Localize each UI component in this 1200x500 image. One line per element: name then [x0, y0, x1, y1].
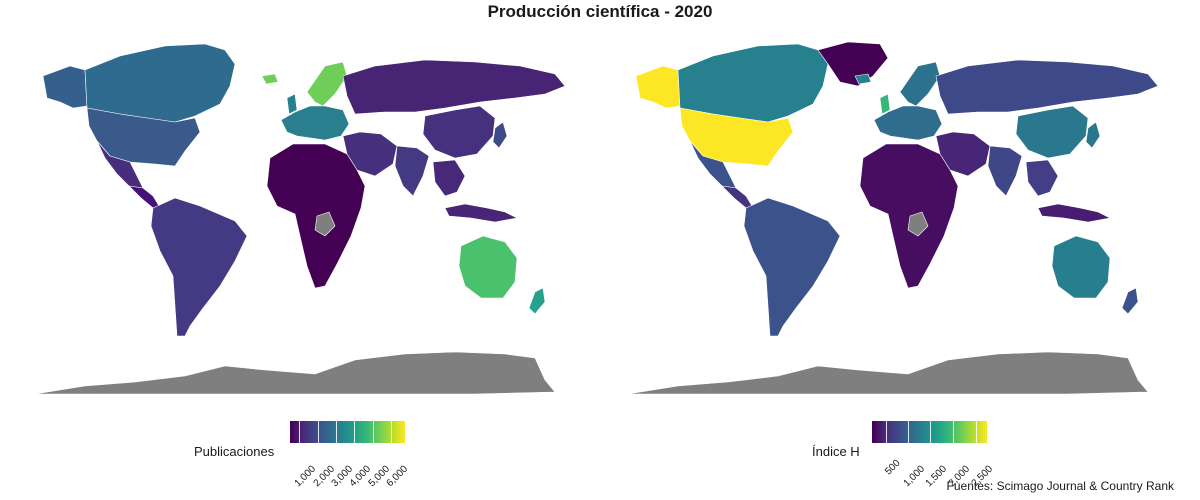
- source-caption: Fuentes: Scimago Journal & Country Rank: [946, 479, 1174, 493]
- region-japan: [492, 121, 508, 149]
- legend-indice-h: Índice H 500 1,000 1,500 2,000 2,500: [800, 418, 1100, 490]
- region-south-america: [150, 197, 248, 337]
- region-australia: [458, 235, 518, 299]
- colorbar-tick: [975, 421, 977, 443]
- region-antarctica: [34, 351, 556, 395]
- colorbar-tick: [952, 421, 954, 443]
- legend-title: Índice H: [812, 444, 860, 459]
- region-south-america: [743, 197, 841, 337]
- region-india: [394, 145, 430, 197]
- region-central-america: [128, 185, 160, 209]
- region-china: [422, 105, 496, 159]
- map-publicaciones: [34, 41, 566, 395]
- region-russia: [342, 59, 566, 115]
- colorbar-tick: [372, 421, 374, 443]
- colorbar-tick: [299, 421, 301, 443]
- region-new-zealand: [1121, 287, 1139, 315]
- region-canada: [677, 43, 829, 123]
- region-australia: [1051, 235, 1111, 299]
- region-alaska: [42, 65, 88, 109]
- region-indonesia: [444, 203, 518, 223]
- colorbar-tick: [907, 421, 909, 443]
- region-africa: [859, 143, 959, 289]
- region-greenland: [817, 41, 889, 87]
- region-russia: [935, 59, 1159, 115]
- region-antarctica: [627, 351, 1149, 395]
- region-europe: [280, 105, 350, 141]
- colorbar-tick-label: 1,000: [292, 463, 319, 490]
- map-indice-h: [627, 41, 1159, 395]
- region-se-asia: [1025, 159, 1059, 197]
- region-africa: [266, 143, 366, 289]
- region-iceland: [854, 73, 872, 85]
- colorbar-tick: [354, 421, 356, 443]
- region-europe: [873, 105, 943, 141]
- region-indonesia: [1037, 203, 1111, 223]
- colorbar-tick: [317, 421, 319, 443]
- legend-publicaciones: Publicaciones 1,000 2,000 3,000 4,000 5,000 6…: [180, 418, 480, 490]
- region-japan: [1085, 121, 1101, 149]
- region-na-patch: [314, 211, 336, 237]
- colorbar-tick-label: 500: [882, 457, 903, 478]
- colorbar-tick: [885, 421, 887, 443]
- colorbar-tick-label: 1,000: [901, 463, 927, 490]
- region-scandinavia: [306, 61, 348, 107]
- region-central-america: [721, 185, 753, 209]
- region-china: [1015, 105, 1089, 159]
- region-uk: [879, 93, 891, 115]
- region-canada: [84, 43, 236, 123]
- region-na-patch: [907, 211, 929, 237]
- region-india: [987, 145, 1023, 197]
- colorbar-tick: [391, 421, 393, 443]
- colorbar-tick-label: 1,500: [923, 463, 949, 490]
- region-alaska: [635, 65, 681, 109]
- region-iceland: [261, 73, 279, 85]
- colorbar-tick: [929, 421, 931, 443]
- region-scandinavia: [899, 61, 941, 107]
- region-se-asia: [432, 159, 466, 197]
- colorbar-tick: [336, 421, 337, 443]
- region-greenland: [224, 41, 296, 87]
- chart-title: Producción científica - 2020: [487, 2, 713, 21]
- region-new-zealand: [528, 287, 546, 315]
- legend-title: Publicaciones: [194, 444, 275, 459]
- colorbar: [290, 421, 405, 443]
- region-uk: [286, 93, 298, 115]
